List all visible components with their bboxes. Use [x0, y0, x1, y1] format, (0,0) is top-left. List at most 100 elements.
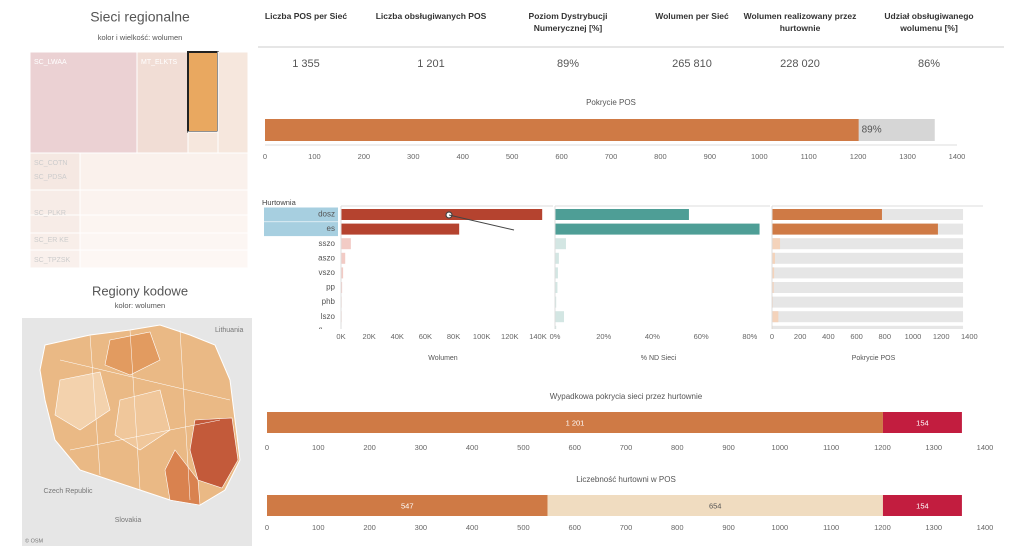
- x-tick-label: 60%: [694, 332, 709, 341]
- map-label: Lithuania: [215, 327, 244, 334]
- treemap-cell[interactable]: [79, 152, 249, 191]
- x-tick-label: 400: [822, 332, 835, 341]
- x-tick-label: 300: [415, 523, 428, 532]
- x-tick-label: 0K: [336, 332, 345, 341]
- bar: [555, 311, 565, 323]
- treemap-label: SC_ER KE: [34, 237, 69, 244]
- treemap-cell[interactable]: [79, 214, 249, 234]
- x-tick-label: 700: [620, 523, 633, 532]
- treemap-cell[interactable]: [29, 214, 81, 234]
- value-label: 547: [401, 501, 414, 510]
- x-tick-label: 100K: [473, 332, 491, 341]
- kpi-value: 89%: [556, 58, 580, 70]
- map-title: Regiony kodowe: [92, 283, 188, 298]
- tooltip-connector: [448, 214, 515, 231]
- kpi-value: 1 201: [417, 58, 445, 70]
- map-border: [59, 329, 231, 501]
- x-tick-label: 1200: [933, 332, 950, 341]
- map-region[interactable]: [189, 417, 239, 489]
- treemap-label: SC_TPZSK: [34, 257, 71, 264]
- treemap-title: Sieci regionalne: [90, 9, 190, 25]
- chart-title: Liczebność hurtowni w POS: [576, 475, 676, 484]
- map-region[interactable]: [114, 389, 171, 451]
- treemap-cell[interactable]: [29, 152, 81, 191]
- x-tick-label: 500: [506, 152, 519, 161]
- map-region[interactable]: [164, 449, 201, 506]
- value-label: 654: [709, 501, 722, 510]
- category-label: phb: [322, 297, 336, 306]
- x-tick-label: 1200: [874, 523, 891, 532]
- treemap-cell[interactable]: [79, 249, 249, 269]
- y-axis-title: Hurtownia: [262, 198, 297, 207]
- category-label: sszo: [319, 239, 336, 248]
- x-tick-label: 1100: [823, 443, 839, 452]
- x-tick-label: 1400: [977, 523, 994, 532]
- x-tick-label: 20%: [596, 332, 611, 341]
- total-bar: [772, 296, 964, 308]
- treemap-cell[interactable]: [29, 51, 138, 154]
- row-highlight: [264, 222, 338, 237]
- map-region[interactable]: [104, 331, 161, 376]
- x-tick-label: 700: [605, 152, 618, 161]
- x-tick-label: 600: [850, 332, 863, 341]
- x-tick-label: 120K: [501, 332, 519, 341]
- kpi-value: 228 020: [780, 58, 820, 70]
- x-tick-label: 1300: [925, 443, 942, 452]
- category-label: pp: [326, 283, 335, 292]
- treemap: [29, 51, 249, 269]
- bar: [555, 267, 558, 279]
- x-tick-label: 100: [312, 523, 325, 532]
- bar: [555, 252, 559, 264]
- bar: [772, 223, 938, 235]
- map-region[interactable]: [54, 371, 111, 431]
- x-tick-label: 900: [704, 152, 717, 161]
- x-axis-title: Wolumen: [428, 355, 458, 362]
- bar: [772, 267, 775, 279]
- value-label: 154: [916, 418, 929, 427]
- x-tick-label: 300: [415, 443, 428, 452]
- bar-annotation: 89%: [862, 125, 882, 136]
- total-bar: [772, 238, 964, 250]
- bar-segment: [267, 495, 548, 516]
- bar: [772, 252, 775, 264]
- x-tick-label: 200: [794, 332, 807, 341]
- total-bar: [772, 325, 964, 329]
- x-tick-label: 200: [363, 443, 376, 452]
- x-axis-title: % ND Sieci: [641, 355, 677, 362]
- x-tick-label: 600: [568, 523, 581, 532]
- x-tick-label: 900: [722, 443, 735, 452]
- x-tick-label: 700: [620, 443, 633, 452]
- category-label: es: [327, 224, 335, 233]
- bar: [341, 282, 343, 293]
- bar: [772, 311, 779, 323]
- x-tick-label: 1200: [850, 152, 867, 161]
- x-tick-label: 1000: [905, 332, 922, 341]
- kpi-value: 86%: [917, 58, 941, 70]
- value-label: 1 201: [566, 418, 585, 427]
- x-tick-label: 1300: [899, 152, 916, 161]
- treemap-cell[interactable]: [79, 232, 249, 251]
- x-tick-label: 0: [265, 523, 269, 532]
- x-tick-label: 1000: [772, 443, 789, 452]
- rows: dosz es sszo aszo vszo pp phb lszo fhsw: [264, 207, 964, 329]
- total-bar: [772, 252, 964, 264]
- bar-segment: [882, 412, 962, 433]
- treemap-cell[interactable]: [217, 51, 249, 154]
- value-label: 154: [916, 501, 929, 510]
- kpi-label: Liczba POS per Sieć: [264, 11, 348, 21]
- total-bar: [772, 267, 964, 279]
- treemap-cell[interactable]: [136, 51, 189, 154]
- treemap-cell[interactable]: [187, 51, 219, 133]
- x-tick-label: 300: [407, 152, 420, 161]
- treemap-cell[interactable]: [79, 189, 249, 216]
- x-tick-label: 1300: [925, 523, 942, 532]
- bar: [772, 282, 774, 293]
- chart-title: Wypadkowa pokrycia sieci przez hurtownie: [550, 392, 703, 401]
- x-tick-label: 0%: [550, 332, 561, 341]
- treemap-label: MT_ELKTS: [141, 59, 178, 66]
- x-tick-label: 400: [466, 523, 479, 532]
- treemap-cell[interactable]: [187, 131, 219, 154]
- kpi-value: 265 810: [672, 58, 712, 70]
- x-tick-label: 800: [654, 152, 667, 161]
